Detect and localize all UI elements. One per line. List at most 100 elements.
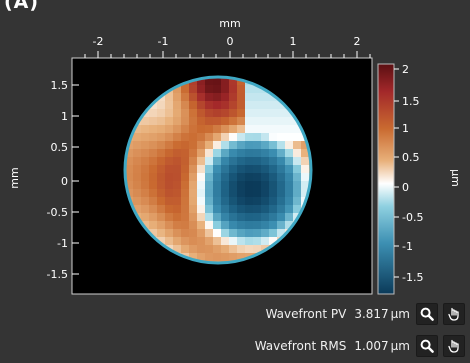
rms-select-button[interactable] (443, 335, 465, 357)
heatmap-cell (285, 109, 293, 117)
pv-select-button[interactable] (443, 303, 465, 325)
heatmap-cell (221, 245, 229, 253)
heatmap-cell (149, 197, 157, 205)
heatmap-cell (189, 85, 197, 93)
heatmap-cell (181, 181, 189, 189)
heatmap-cell (245, 117, 253, 125)
heatmap-cell (269, 157, 277, 165)
heatmap-cell (213, 93, 221, 101)
heatmap-cell (253, 117, 261, 125)
heatmap-cell (285, 197, 293, 205)
heatmap-cell (157, 149, 165, 157)
heatmap-cell (213, 133, 221, 141)
heatmap-cell (125, 173, 133, 181)
heatmap-cell (269, 213, 277, 221)
heatmap-cell (205, 165, 213, 173)
heatmap-cell (173, 141, 181, 149)
heatmap-cell (181, 125, 189, 133)
heatmap-cell (149, 165, 157, 173)
hand-pointer-icon (448, 307, 459, 321)
heatmap-cell (197, 229, 205, 237)
heatmap-cell (269, 149, 277, 157)
heatmap-cell (253, 141, 261, 149)
heatmap-cell (205, 245, 213, 253)
heatmap-cell (197, 157, 205, 165)
heatmap-cell (149, 213, 157, 221)
heatmap-cell (149, 109, 157, 117)
heatmap-cell (285, 149, 293, 157)
heatmap-cell (253, 245, 261, 253)
pv-zoom-button[interactable] (416, 303, 438, 325)
heatmap-cell (253, 237, 261, 245)
heatmap-cell (221, 213, 229, 221)
heatmap-cell (301, 181, 309, 189)
heatmap-cell (237, 101, 245, 109)
heatmap-cell (189, 93, 197, 101)
heatmap-cell (277, 173, 285, 181)
heatmap-cell (253, 149, 261, 157)
heatmap-cell (149, 133, 157, 141)
heatmap-cell (173, 93, 181, 101)
heatmap-cell (261, 109, 269, 117)
heatmap-cell (221, 93, 229, 101)
heatmap-cell (261, 165, 269, 173)
heatmap-cell (181, 237, 189, 245)
heatmap-cell (197, 141, 205, 149)
y-tick-label: -0.5 (47, 206, 68, 219)
wavefront-pv-unit: µm (390, 307, 410, 321)
heatmap-cell (141, 141, 149, 149)
heatmap-cell (229, 93, 237, 101)
heatmap-cell (229, 157, 237, 165)
heatmap-cell (181, 245, 189, 253)
y-tick-label: 0 (61, 175, 68, 188)
magnifier-icon (420, 307, 434, 321)
heatmap-cell (293, 125, 301, 133)
heatmap-cell (141, 205, 149, 213)
heatmap-cell (213, 77, 221, 85)
heatmap-cell (229, 141, 237, 149)
heatmap-cell (157, 189, 165, 197)
heatmap-cell (205, 157, 213, 165)
heatmap-cell (157, 101, 165, 109)
heatmap-cell (229, 189, 237, 197)
heatmap-cell (141, 181, 149, 189)
heatmap-cell (237, 109, 245, 117)
heatmap-cell (189, 141, 197, 149)
heatmap-cell (277, 117, 285, 125)
colorbar-tick-label: 1.5 (402, 95, 420, 108)
heatmap-cell (173, 229, 181, 237)
heatmap-cell (237, 253, 245, 261)
heatmap-cell (133, 181, 141, 189)
heatmap-cell (189, 197, 197, 205)
heatmap-cell (213, 245, 221, 253)
heatmap-cell (133, 141, 141, 149)
heatmap-cell (141, 133, 149, 141)
heatmap-cell (165, 125, 173, 133)
heatmap-cell (277, 101, 285, 109)
heatmap-cell (173, 237, 181, 245)
heatmap-cell (157, 109, 165, 117)
heatmap-cell (229, 149, 237, 157)
heatmap-cell (245, 133, 253, 141)
heatmap-cell (229, 117, 237, 125)
heatmap-cell (173, 213, 181, 221)
heatmap-cell (205, 173, 213, 181)
heatmap-cell (157, 197, 165, 205)
heatmap-cell (205, 101, 213, 109)
heatmap-cell (277, 205, 285, 213)
heatmap-cell (205, 141, 213, 149)
heatmap-cell (125, 149, 133, 157)
heatmap-cell (189, 157, 197, 165)
heatmap-cell (157, 173, 165, 181)
heatmap-cell (197, 109, 205, 117)
rms-zoom-button[interactable] (416, 335, 438, 357)
heatmap-cell (157, 133, 165, 141)
heatmap-cell (269, 93, 277, 101)
heatmap-cell (301, 189, 309, 197)
heatmap-cell (213, 141, 221, 149)
heatmap-cell (189, 101, 197, 109)
heatmap-cell (221, 165, 229, 173)
heatmap-cell (213, 157, 221, 165)
heatmap-cell (221, 253, 229, 261)
